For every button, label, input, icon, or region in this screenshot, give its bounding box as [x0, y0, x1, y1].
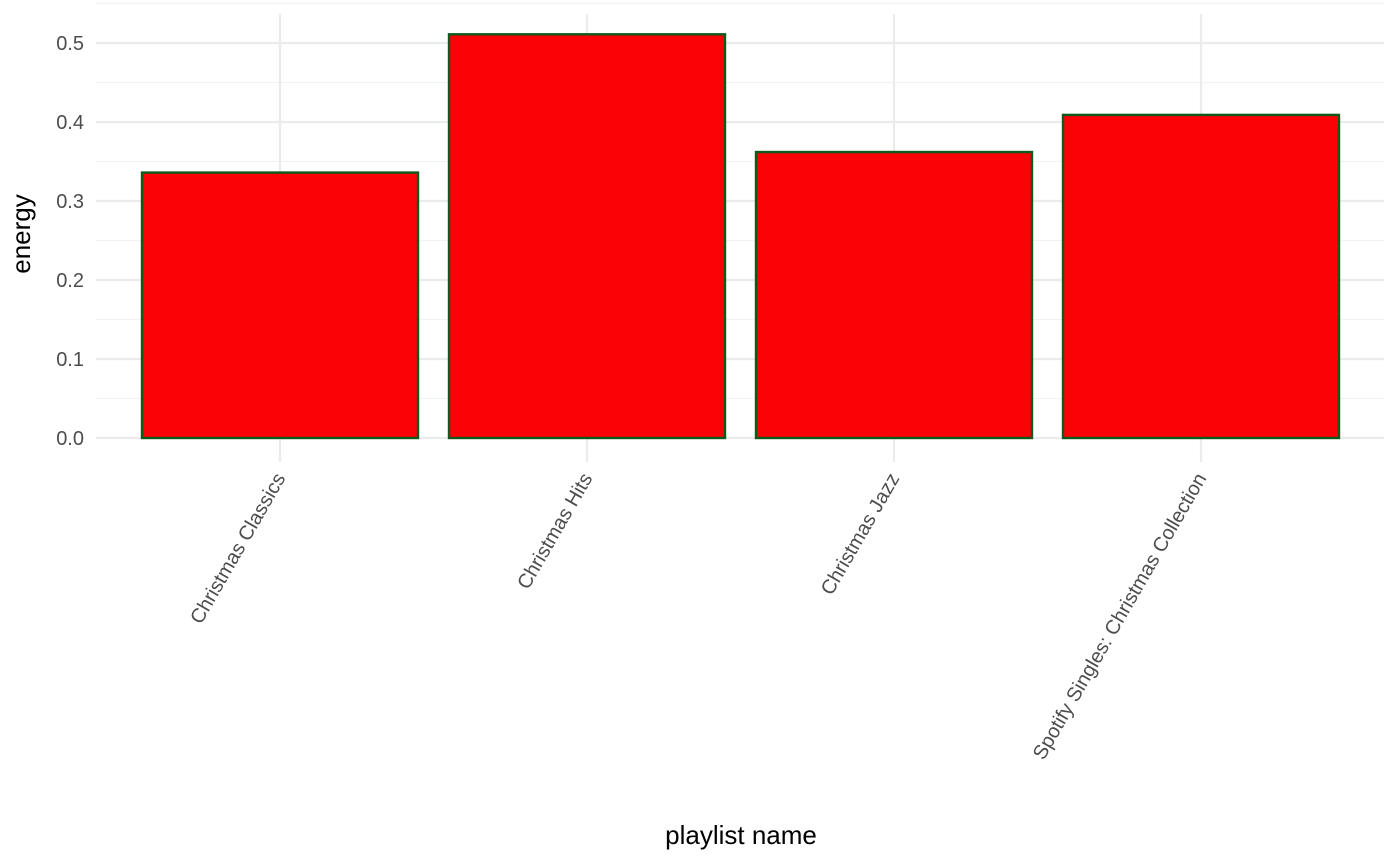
- y-tick-label: 0.2: [56, 270, 84, 292]
- x-axis-title: playlist name: [665, 820, 817, 850]
- y-tick-label: 0.4: [56, 112, 84, 134]
- x-tick-label: Christmas Classics: [186, 470, 290, 628]
- y-tick-label: 0.5: [56, 33, 84, 55]
- y-tick-label: 0.1: [56, 349, 84, 371]
- y-axis-title: energy: [6, 194, 36, 274]
- x-tick-label: Christmas Jazz: [817, 470, 904, 599]
- y-tick-label: 0.0: [56, 428, 84, 450]
- bar: [447, 33, 727, 440]
- x-axis-ticks: Christmas Classics Christmas Hits Christma…: [186, 470, 1211, 764]
- bars: [140, 33, 1341, 440]
- bar: [1061, 113, 1341, 440]
- y-axis-ticks: 0.0 0.1 0.2 0.3 0.4 0.5: [56, 33, 84, 450]
- bar: [140, 171, 420, 440]
- x-tick-label: Spotify Singles: Christmas Collection: [1029, 470, 1211, 764]
- x-tick-label: Christmas Hits: [513, 470, 597, 594]
- y-tick-label: 0.3: [56, 191, 84, 213]
- bar: [754, 150, 1034, 440]
